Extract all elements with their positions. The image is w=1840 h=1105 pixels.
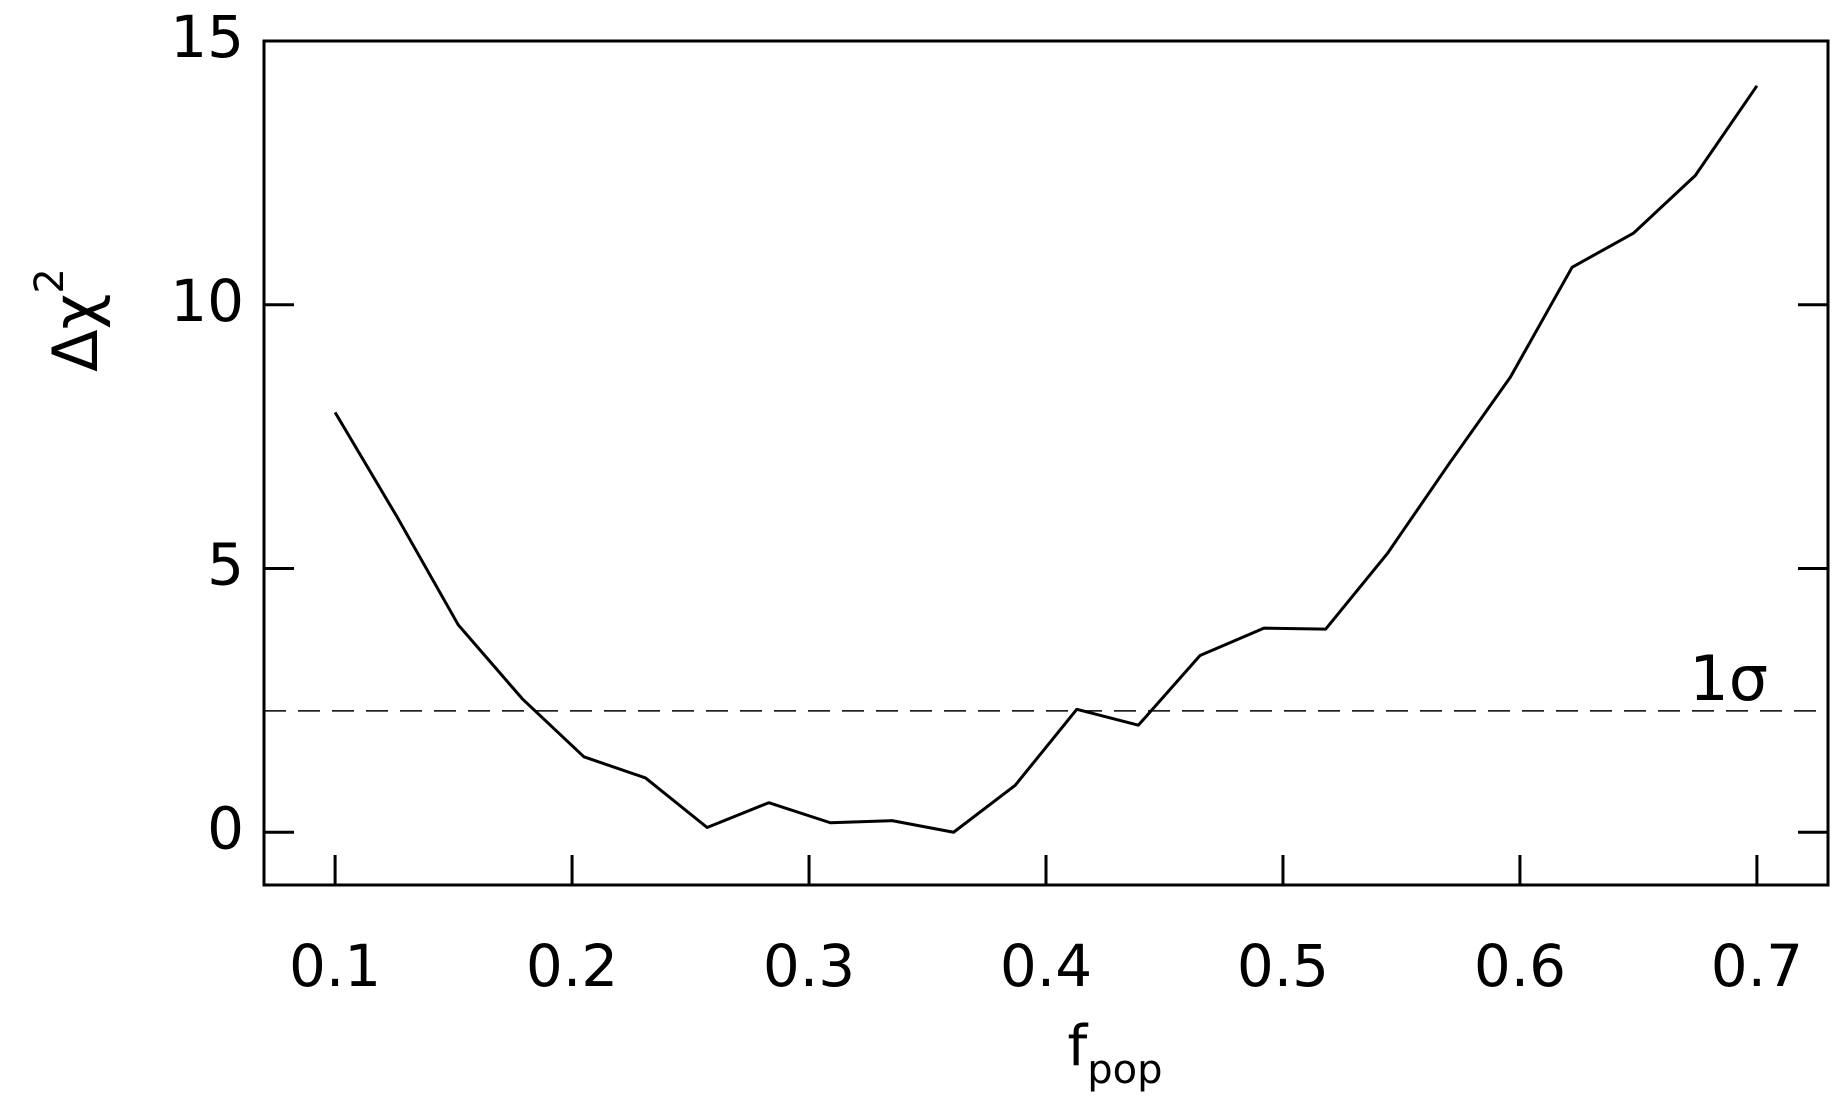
x-tick-label: 0.6 [1474, 932, 1566, 1000]
y-tick-label: 15 [170, 3, 244, 71]
x-tick-label: 0.3 [763, 932, 855, 1000]
x-label-sub: pop [1087, 1047, 1162, 1093]
y-tick-label: 10 [170, 267, 244, 335]
x-tick-label: 0.1 [289, 932, 381, 1000]
x-tick-label: 0.4 [1000, 932, 1092, 1000]
x-tick-label: 0.2 [526, 932, 618, 1000]
reference-label: 1σ [1689, 642, 1768, 715]
y-tick-label: 5 [207, 531, 244, 599]
y-label-base: Δχ [39, 294, 112, 372]
x-axis-label: fpop [1068, 1014, 1163, 1093]
y-label-sup: 2 [27, 268, 73, 293]
x-label-base: f [1068, 1014, 1089, 1079]
plot-frame [262, 39, 1830, 887]
data-line [333, 84, 1759, 834]
x-tick-label: 0.7 [1711, 932, 1803, 1000]
y-tick-label: 0 [207, 794, 244, 862]
y-axis-label: Δχ2 [27, 268, 112, 372]
x-tick-label: 0.5 [1237, 932, 1329, 1000]
